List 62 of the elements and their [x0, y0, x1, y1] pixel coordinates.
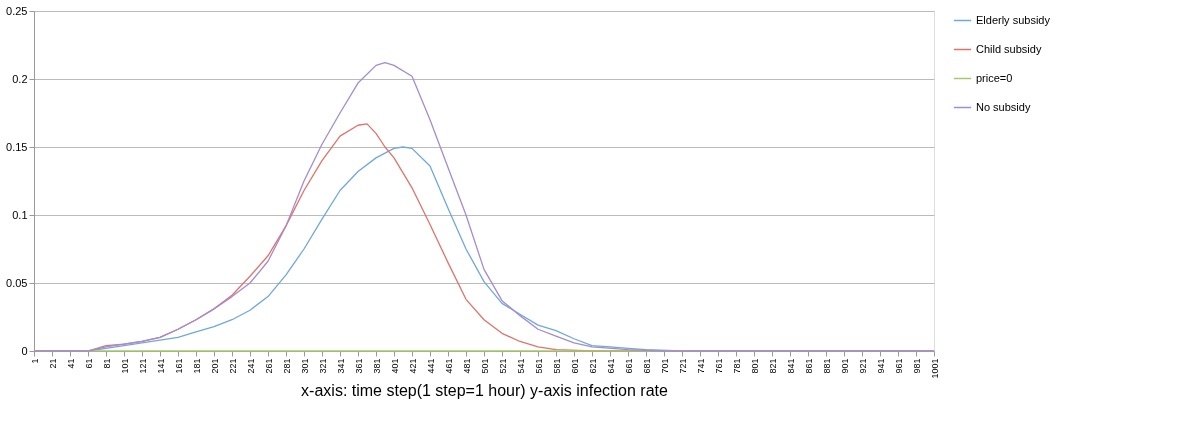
x-tick-label: 801 [749, 358, 760, 374]
x-tick-label: 941 [875, 358, 886, 374]
x-tick-label: 281 [281, 358, 292, 374]
x-tick-label: 421 [407, 358, 418, 374]
x-tick-label: 21 [47, 358, 58, 369]
x-tick-label: 961 [893, 358, 904, 374]
x-tick-label: 181 [191, 358, 202, 374]
x-tick-label: 901 [839, 358, 850, 374]
y-tick-label: 0 [21, 344, 28, 357]
x-tick-label: 681 [641, 358, 652, 374]
x-tick-label: 161 [173, 358, 184, 374]
y-tick-label: 0.25 [6, 4, 28, 17]
x-tick-label: 741 [695, 358, 706, 374]
x-tick-label: 41 [65, 358, 76, 369]
y-tick-label: 0.1 [12, 208, 28, 221]
x-tick-label: 641 [605, 358, 616, 374]
x-tick-label: 221 [227, 358, 238, 374]
x-tick-label: 981 [911, 358, 922, 374]
x-tick-label: 261 [263, 358, 274, 374]
y-tick-label: 0.2 [12, 72, 28, 85]
x-tick-label: 781 [731, 358, 742, 374]
x-tick-label: 361 [353, 358, 364, 374]
x-tick-label: 881 [821, 358, 832, 374]
x-tick-label: 861 [803, 358, 814, 374]
x-tick-label: 461 [443, 358, 454, 374]
x-tick-label: 761 [713, 358, 724, 374]
x-tick-label: 301 [299, 358, 310, 374]
x-tick-label: 841 [785, 358, 796, 374]
x-tick-label: 1001 [929, 358, 940, 379]
x-tick-label: 501 [479, 358, 490, 374]
x-tick-label: 561 [533, 358, 544, 374]
legend-label: No subsidy [976, 100, 1031, 113]
x-tick-label: 701 [659, 358, 670, 374]
x-axis-title: x-axis: time step(1 step=1 hour) y-axis infection rate [301, 381, 669, 399]
x-tick-label: 581 [551, 358, 562, 374]
x-tick-label: 541 [515, 358, 526, 374]
x-tick-label: 101 [119, 358, 130, 374]
legend-label: price=0 [976, 71, 1013, 84]
x-tick-label: 921 [857, 358, 868, 374]
x-tick-label: 441 [425, 358, 436, 374]
x-tick-label: 321 [317, 358, 328, 374]
x-tick-label: 341 [335, 358, 346, 374]
x-tick-label: 721 [677, 358, 688, 374]
x-tick-label: 201 [209, 358, 220, 374]
x-tick-label: 241 [245, 358, 256, 374]
y-tick-label: 0.15 [6, 140, 28, 153]
x-tick-label: 821 [767, 358, 778, 374]
x-tick-label: 81 [101, 358, 112, 369]
x-tick-label: 121 [137, 358, 148, 374]
x-tick-label: 401 [389, 358, 400, 374]
legend-label: Elderly subsidy [976, 13, 1051, 26]
y-tick-label: 0.05 [6, 276, 28, 289]
x-tick-label: 141 [155, 358, 166, 374]
x-tick-label: 481 [461, 358, 472, 374]
x-tick-label: 381 [371, 358, 382, 374]
x-tick-label: 661 [623, 358, 634, 374]
x-tick-label: 621 [587, 358, 598, 374]
x-tick-label: 521 [497, 358, 508, 374]
x-tick-label: 1 [29, 358, 40, 364]
legend-label: Child subsidy [976, 42, 1042, 55]
x-tick-label: 601 [569, 358, 580, 374]
x-tick-label: 61 [83, 358, 94, 369]
